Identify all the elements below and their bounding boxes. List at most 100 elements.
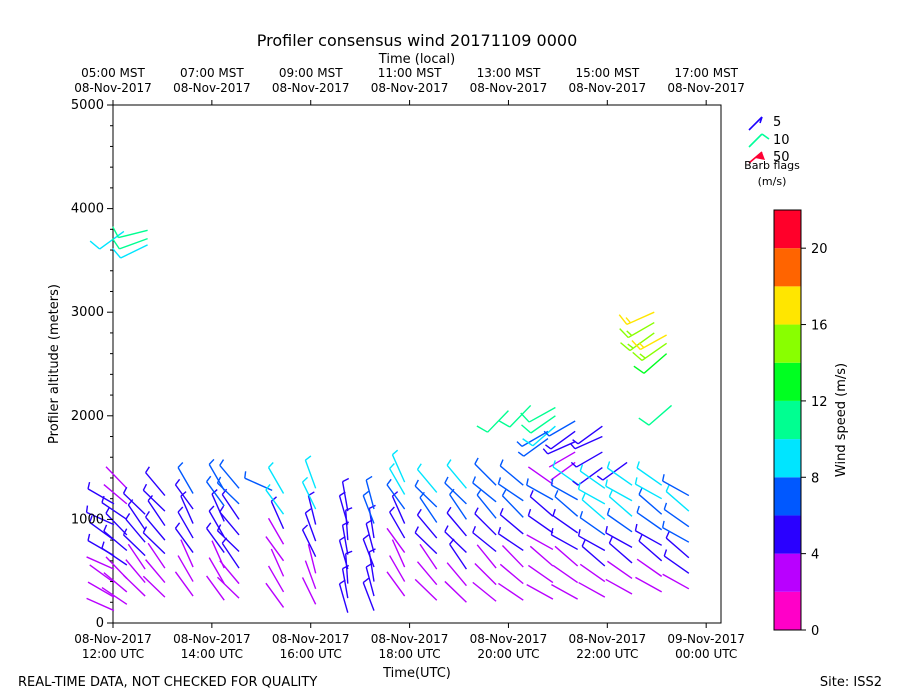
- legend-barb-10-icon: [748, 133, 770, 148]
- wind-barb: [103, 484, 128, 505]
- wind-barb: [550, 528, 578, 551]
- wind-barb: [89, 564, 115, 584]
- wind-barb: [391, 449, 406, 483]
- wind-barb: [446, 562, 467, 587]
- wind-barb: [304, 508, 317, 542]
- wind-barb: [529, 545, 554, 567]
- wind-barb: [174, 522, 194, 553]
- wind-barb: [216, 524, 240, 553]
- wind-barb: [208, 557, 225, 584]
- x-tick-time: 16:00 UTC: [280, 647, 342, 661]
- x-tick-time: 00:00 UTC: [675, 647, 737, 661]
- wind-barbs-layer: [85, 226, 690, 613]
- wind-barb: [270, 496, 285, 530]
- wind-barb: [633, 353, 668, 374]
- wind-barb: [216, 476, 240, 505]
- wind-barb: [476, 544, 497, 569]
- wind-barb: [634, 523, 663, 546]
- wind-barb: [416, 561, 438, 586]
- wind-barb: [301, 476, 317, 510]
- wind-barb: [362, 490, 375, 524]
- wind-barb: [551, 584, 578, 600]
- legend-label-5: 5: [773, 115, 781, 130]
- wind-barb: [635, 576, 663, 593]
- wind-barb: [444, 525, 467, 554]
- wind-barb: [499, 459, 524, 486]
- wind-barb: [446, 459, 467, 489]
- colorbar-bin: [774, 591, 801, 630]
- x-tick-date: 09-Nov-2017: [667, 632, 745, 646]
- wind-barb: [105, 466, 128, 489]
- wind-barb: [632, 342, 668, 362]
- wind-barb: [497, 526, 524, 552]
- wind-barb: [521, 415, 556, 434]
- wind-barb: [544, 430, 576, 450]
- colorbar-bin: [774, 248, 801, 287]
- x-tick-date: 08-Nov-2017: [470, 632, 548, 646]
- wind-barb: [219, 459, 240, 489]
- colorbar-tick-label: 0: [811, 624, 819, 639]
- wind-barb: [550, 461, 576, 481]
- wind-barb: [301, 577, 317, 605]
- wind-barb: [662, 573, 690, 590]
- wind-barb: [498, 404, 532, 428]
- top-tick-time: 13:00 MST: [477, 66, 541, 80]
- wind-barb: [526, 534, 554, 551]
- wind-barb: [414, 526, 438, 555]
- top-tick-date: 08-Nov-2017: [470, 81, 548, 95]
- wind-barb: [345, 550, 353, 584]
- wind-barb: [444, 476, 467, 505]
- wind-barb: [145, 466, 166, 497]
- legend-units: (m/s): [758, 175, 787, 188]
- wind-barb: [389, 506, 406, 539]
- wind-barb: [446, 506, 467, 537]
- wind-barb: [386, 571, 406, 597]
- wind-barb: [206, 475, 225, 507]
- x-tick-date: 08-Nov-2017: [569, 632, 647, 646]
- wind-barb: [414, 479, 438, 508]
- wind-barb: [389, 555, 406, 582]
- wind-barb: [581, 539, 606, 567]
- wind-barb: [180, 539, 194, 568]
- top-tick-time: 15:00 MST: [575, 66, 639, 80]
- top-tick-time: 05:00 MST: [81, 66, 145, 80]
- wind-barb: [307, 543, 317, 574]
- wind-barb: [111, 237, 148, 250]
- footer-quality-note: REAL-TIME DATA, NOT CHECKED FOR QUALITY: [18, 675, 317, 690]
- wind-barb: [527, 466, 554, 485]
- wind-barb: [103, 524, 128, 552]
- wind-barb: [219, 505, 240, 536]
- wind-barb: [265, 536, 285, 562]
- wind-barb: [386, 527, 406, 553]
- wind-barb: [579, 510, 606, 536]
- colorbar-bin: [774, 400, 801, 440]
- wind-barb: [125, 513, 146, 543]
- wind-barb: [634, 477, 663, 500]
- wind-barb: [619, 321, 655, 339]
- wind-barb: [631, 334, 667, 351]
- wind-barb: [267, 565, 285, 593]
- wind-barb: [577, 482, 606, 505]
- wind-barb: [550, 478, 578, 501]
- y-tick-label: 0: [96, 616, 104, 631]
- footer-site: Site: ISS2: [820, 675, 882, 690]
- wind-barb: [391, 491, 406, 524]
- colorbar-tick-label: 16: [811, 319, 828, 334]
- wind-barb: [570, 451, 603, 468]
- wind-barb: [304, 455, 317, 489]
- wind-barb: [618, 311, 655, 326]
- wind-barb: [474, 507, 497, 536]
- top-tick-time: 17:00 MST: [674, 66, 738, 80]
- x-tick-time: 12:00 UTC: [82, 647, 144, 661]
- wind-barb: [101, 495, 128, 520]
- wind-barb: [526, 478, 554, 501]
- wind-barb: [449, 538, 468, 570]
- colorbar-bin: [774, 286, 801, 325]
- colorbar-bin: [774, 362, 801, 401]
- legend-title: Barb flags: [744, 159, 800, 172]
- wind-barb: [177, 462, 194, 494]
- wind-barb: [579, 464, 606, 489]
- wind-barb: [499, 563, 524, 585]
- wind-barb: [338, 579, 349, 613]
